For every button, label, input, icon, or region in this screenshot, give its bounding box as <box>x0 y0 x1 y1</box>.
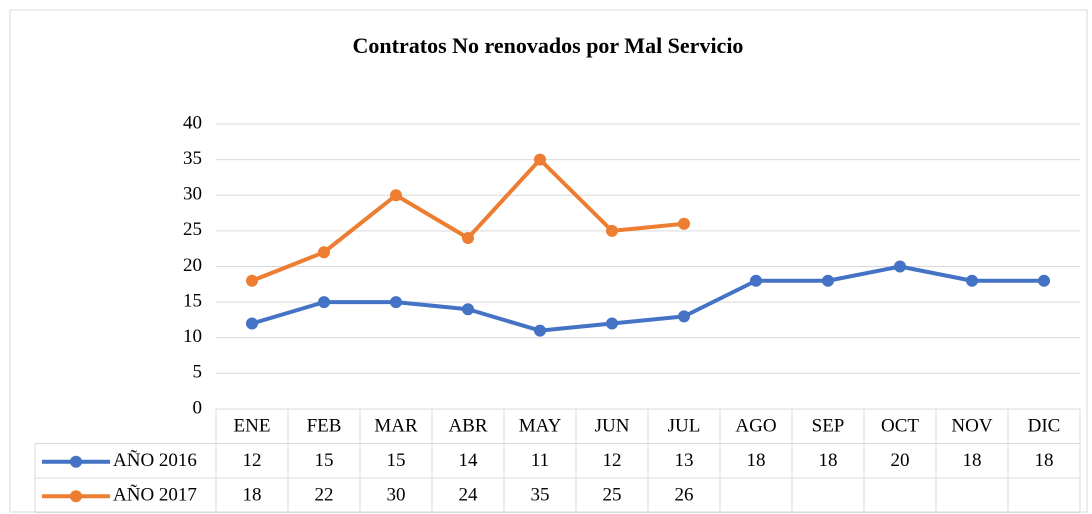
x-tick-label: ABR <box>448 416 487 437</box>
x-tick-label: OCT <box>881 416 919 437</box>
table-cell: 11 <box>531 450 549 471</box>
y-tick-label: 30 <box>183 184 202 205</box>
data-point <box>678 310 690 323</box>
table-cell: 12 <box>243 450 262 471</box>
data-point <box>462 303 474 316</box>
table-cell: 22 <box>315 485 334 506</box>
legend-marker <box>70 455 82 468</box>
y-tick-label: 15 <box>183 290 202 311</box>
table-cell: 12 <box>603 450 622 471</box>
x-tick-label: JUL <box>668 416 701 437</box>
x-tick-label: NOV <box>951 416 992 437</box>
table-cell: 30 <box>387 485 406 506</box>
data-point <box>246 274 258 287</box>
data-point <box>462 232 474 244</box>
table-cell: 18 <box>243 485 262 506</box>
table-cell: 20 <box>891 450 910 471</box>
table-cell: 24 <box>459 485 479 506</box>
legend-label: AÑO 2016 <box>113 449 197 471</box>
data-point <box>318 296 330 309</box>
y-tick-label: 20 <box>183 255 202 276</box>
table-cell: 18 <box>819 450 838 471</box>
x-tick-label: AGO <box>735 416 776 437</box>
table-cell: 14 <box>459 450 479 471</box>
y-tick-label: 40 <box>183 112 202 133</box>
data-point <box>822 274 834 287</box>
table-cell: 25 <box>603 485 622 506</box>
table-cell: 18 <box>747 450 766 471</box>
series-line <box>251 264 1044 333</box>
y-tick-label: 10 <box>183 326 202 347</box>
table-cell: 26 <box>675 485 694 506</box>
x-tick-label: MAY <box>519 416 562 437</box>
y-tick-label: 35 <box>183 148 202 169</box>
table-cell: 15 <box>315 450 334 471</box>
data-point <box>318 246 330 259</box>
data-point <box>894 260 906 273</box>
x-tick-label: FEB <box>307 416 342 437</box>
chart-frame <box>9 9 1088 513</box>
data-point <box>606 224 618 237</box>
chart-title: Contratos No renovados por Mal Servicio <box>353 33 744 58</box>
x-tick-label: DIC <box>1028 416 1061 437</box>
data-point <box>390 189 402 202</box>
data-point <box>246 317 258 330</box>
table-cell: 35 <box>531 485 550 506</box>
legend-marker <box>70 490 82 503</box>
x-tick-label: JUN <box>595 416 630 437</box>
data-point <box>606 317 618 330</box>
data-point <box>534 153 546 166</box>
data-point <box>534 324 546 337</box>
x-tick-label: ENE <box>234 416 271 437</box>
y-tick-label: 25 <box>183 219 202 240</box>
data-point <box>1038 274 1050 287</box>
data-point <box>750 274 762 287</box>
y-tick-label: 0 <box>193 397 203 418</box>
table-cell: 13 <box>675 450 694 471</box>
data-point <box>390 296 402 309</box>
x-tick-label: SEP <box>812 416 845 437</box>
table-cell: 18 <box>963 450 982 471</box>
data-point <box>966 274 978 287</box>
table-cell: 15 <box>387 450 406 471</box>
data-point <box>678 217 690 230</box>
table-cell: 18 <box>1035 450 1054 471</box>
x-tick-label: MAR <box>374 416 418 437</box>
y-tick-label: 5 <box>193 362 203 383</box>
legend-label: AÑO 2017 <box>113 484 197 506</box>
